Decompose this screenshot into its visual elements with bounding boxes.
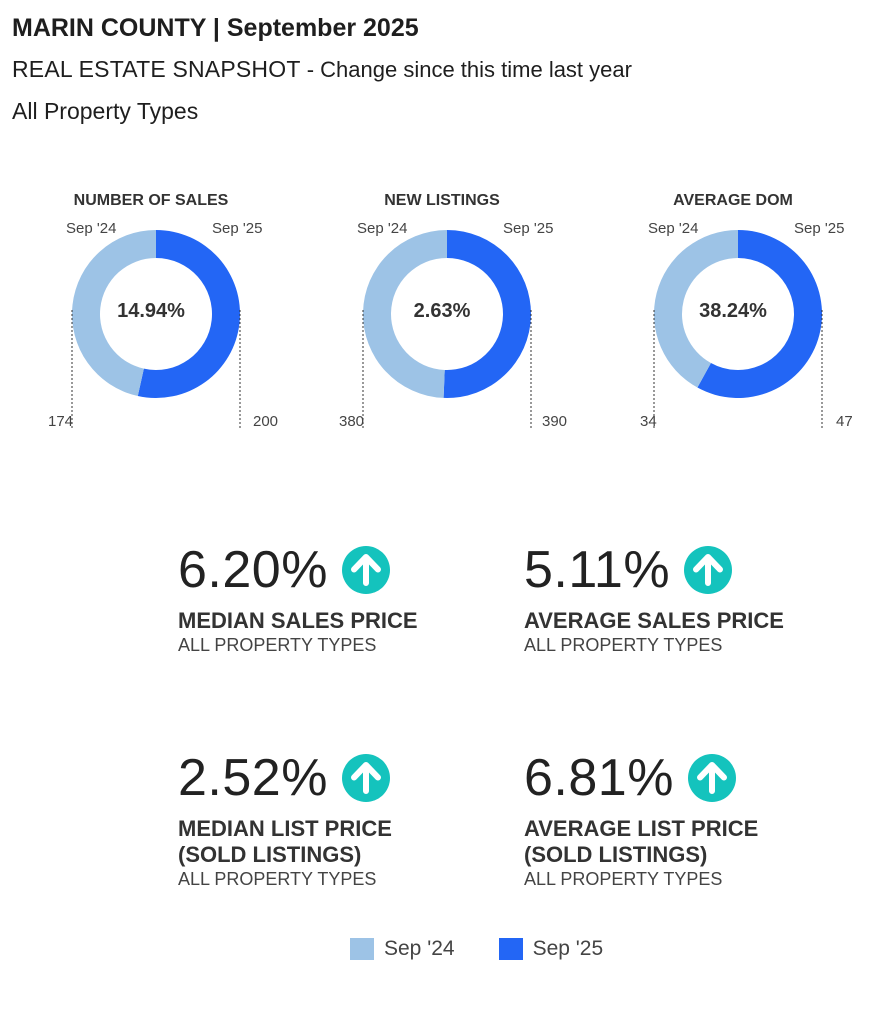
donut-title: NEW LISTINGS: [384, 192, 500, 209]
metric-label-2: (SOLD LISTINGS): [178, 842, 362, 867]
metric-percent: 2.52%: [178, 749, 328, 807]
donut-label-cur: Sep '25: [503, 220, 554, 237]
metric-label-2: (SOLD LISTINGS): [524, 842, 708, 867]
donut-label-cur: Sep '25: [794, 220, 845, 237]
metric-label: MEDIAN LIST PRICE: [178, 816, 392, 841]
donut-slice-prev: [71, 230, 156, 397]
donut-slice-prev: [362, 230, 447, 398]
donut-label-cur: Sep '25: [212, 220, 263, 237]
donut-label-prev: Sep '24: [66, 220, 117, 237]
metric-median-sales-price: 6.20% MEDIAN SALES PRICE ALL PROPERTY TY…: [178, 540, 478, 656]
legend-swatch-cur: [498, 938, 523, 960]
donut-number-of-sales: NUMBER OF SALES Sep '24 Sep '25 14.94% 1…: [48, 190, 306, 440]
donut-value-prev: 34: [640, 413, 657, 430]
arrow-up-icon: [687, 754, 736, 802]
metric-average-sales-price: 5.11% AVERAGE SALES PRICE ALL PROPERTY T…: [524, 540, 824, 656]
donut-slice-cur: [137, 230, 240, 398]
metric-percent: 5.11%: [524, 541, 671, 599]
metric-sublabel: ALL PROPERTY TYPES: [524, 869, 723, 889]
page-title: MARIN COUNTY | September 2025: [12, 14, 419, 42]
chart-legend: Sep '24 Sep '25: [350, 937, 647, 961]
donut-value-prev: 380: [339, 413, 365, 430]
metric-sublabel: ALL PROPERTY TYPES: [178, 869, 377, 889]
donut-label-prev: Sep '24: [357, 220, 408, 237]
donut-title: AVERAGE DOM: [673, 192, 793, 209]
donut-value-prev: 174: [48, 413, 74, 430]
donut-average-dom: AVERAGE DOM Sep '24 Sep '25 38.24% 34 47: [640, 190, 888, 440]
metric-average-list-price: 6.81% AVERAGE LIST PRICE (SOLD LISTINGS)…: [524, 748, 824, 890]
arrow-up-icon: [684, 546, 733, 594]
subtitle-rest: - Change since this time last year: [300, 57, 632, 82]
donut-value-cur: 200: [253, 413, 279, 430]
legend-label-prev: Sep '24: [384, 937, 455, 960]
metric-label: MEDIAN SALES PRICE: [178, 608, 418, 633]
donut-label-prev: Sep '24: [648, 220, 699, 237]
donut-svg: [653, 230, 823, 428]
donut-slice-prev: [654, 230, 738, 388]
donut-value-cur: 47: [836, 413, 853, 430]
donut-svg: [362, 230, 532, 428]
donut-new-listings: NEW LISTINGS Sep '24 Sep '25 2.63% 380 3…: [339, 190, 597, 440]
metric-sublabel: ALL PROPERTY TYPES: [524, 635, 723, 655]
arrow-up-icon: [341, 546, 390, 594]
donut-center-pct: 2.63%: [413, 300, 471, 322]
property-types-label: All Property Types: [12, 98, 199, 124]
donut-center-pct: 38.24%: [699, 300, 767, 322]
metric-sublabel: ALL PROPERTY TYPES: [178, 635, 377, 655]
donut-center-pct: 14.94%: [117, 300, 185, 322]
legend-swatch-prev: [350, 938, 374, 960]
metric-label: AVERAGE LIST PRICE: [524, 816, 759, 841]
donut-slice-cur: [443, 230, 531, 398]
donut-svg: [71, 230, 241, 428]
subtitle-main: REAL ESTATE SNAPSHOT: [12, 56, 301, 82]
donut-value-cur: 390: [542, 413, 568, 430]
metric-median-list-price: 2.52% MEDIAN LIST PRICE (SOLD LISTINGS) …: [178, 748, 478, 890]
metric-percent: 6.81%: [524, 749, 674, 807]
donut-title: NUMBER OF SALES: [73, 192, 229, 209]
donut-slice-cur: [697, 230, 822, 398]
metric-label: AVERAGE SALES PRICE: [524, 608, 784, 633]
arrow-up-icon: [341, 754, 390, 802]
metric-percent: 6.20%: [178, 541, 328, 599]
page-subtitle: REAL ESTATE SNAPSHOT - Change since this…: [12, 56, 632, 83]
legend-label-cur: Sep '25: [532, 937, 604, 960]
